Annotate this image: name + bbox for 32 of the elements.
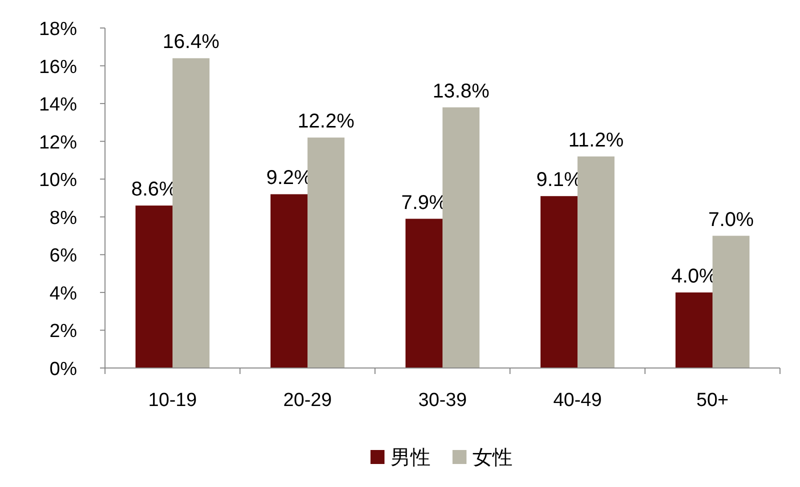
y-tick-label: 2% <box>50 321 78 342</box>
x-tick-label: 40-49 <box>553 390 602 411</box>
x-tick-label: 10-19 <box>148 390 197 411</box>
bar <box>578 156 614 368</box>
x-tick-label: 20-29 <box>283 390 332 411</box>
bar <box>712 236 750 368</box>
bar <box>406 218 442 368</box>
x-tick-label: 50+ <box>696 390 729 411</box>
y-tick-label: 4% <box>50 283 78 304</box>
bar <box>442 107 480 368</box>
data-label: 12.2% <box>298 110 355 133</box>
legend-label: 男性 <box>390 447 430 469</box>
bar <box>540 196 578 368</box>
bar <box>172 58 210 368</box>
legend-label: 女性 <box>472 447 512 469</box>
data-label: 11.2% <box>568 129 624 152</box>
data-label: 16.4% <box>162 31 220 54</box>
data-label: 13.8% <box>432 80 490 102</box>
y-tick-label: 12% <box>38 132 78 154</box>
y-tick-label: 0% <box>50 359 78 380</box>
x-tick-label: 30-39 <box>418 390 467 411</box>
bar <box>136 206 172 368</box>
y-tick-label: 6% <box>50 246 78 267</box>
data-label: 7.0% <box>708 208 754 231</box>
y-tick-label: 16% <box>38 56 78 78</box>
y-tick-label: 8% <box>50 208 78 229</box>
bar <box>676 292 712 368</box>
bar <box>270 194 308 368</box>
y-tick-label: 18% <box>38 19 78 40</box>
y-tick-label: 10% <box>38 170 78 192</box>
y-tick-label: 14% <box>38 94 78 116</box>
bar <box>308 138 344 368</box>
